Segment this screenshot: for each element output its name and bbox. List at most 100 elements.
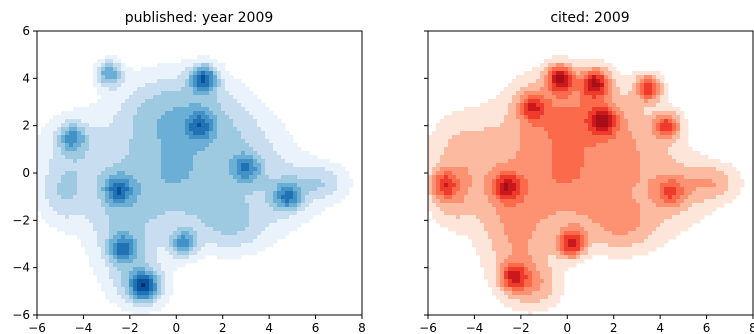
density-cell (456, 119, 461, 124)
density-cell (560, 83, 565, 88)
density-cell (85, 195, 90, 200)
density-cell (117, 119, 122, 124)
density-cell (221, 67, 226, 72)
density-cell (45, 131, 50, 136)
density-cell (652, 115, 657, 120)
density-cell (532, 171, 537, 176)
density-cell (149, 111, 154, 116)
density-cell (117, 255, 122, 260)
density-cell (576, 99, 581, 104)
density-cell (101, 143, 106, 148)
density-cell (37, 163, 42, 168)
density-cell (117, 191, 122, 196)
density-cell (484, 183, 489, 188)
density-cell (133, 235, 138, 240)
density-cell (241, 247, 246, 252)
density-cell (141, 287, 146, 292)
density-cell (532, 95, 537, 100)
density-cell (165, 183, 170, 188)
density-cell (193, 67, 198, 72)
density-cell (45, 171, 50, 176)
density-cell (213, 187, 218, 192)
density-cell (600, 175, 605, 180)
density-cell (265, 227, 270, 232)
density-cell (149, 215, 154, 220)
density-cell (173, 255, 178, 260)
density-cell (169, 279, 174, 284)
density-cell (69, 111, 74, 116)
density-cell (468, 179, 473, 184)
density-cell (137, 263, 142, 268)
density-cell (484, 111, 489, 116)
density-cell (185, 115, 190, 120)
density-cell (588, 111, 593, 116)
density-cell (237, 179, 242, 184)
density-cell (113, 151, 118, 156)
density-cell (185, 127, 190, 132)
density-cell (249, 215, 254, 220)
density-cell (261, 235, 266, 240)
density-cell (668, 175, 673, 180)
density-cell (512, 167, 517, 172)
density-cell (604, 163, 609, 168)
density-cell (636, 79, 641, 84)
density-cell (145, 159, 150, 164)
density-cell (85, 227, 90, 232)
density-cell (512, 99, 517, 104)
density-cell (556, 179, 561, 184)
density-cell (81, 227, 86, 232)
density-cell (157, 215, 162, 220)
density-cell (448, 135, 453, 140)
density-cell (556, 151, 561, 156)
density-cell (688, 175, 693, 180)
density-cell (73, 139, 78, 144)
density-cell (189, 219, 194, 224)
density-cell (133, 211, 138, 216)
density-cell (325, 195, 330, 200)
density-cell (297, 223, 302, 228)
density-cell (732, 167, 737, 172)
density-cell (157, 99, 162, 104)
density-cell (113, 267, 118, 272)
density-cell (321, 183, 326, 188)
density-cell (576, 139, 581, 144)
density-cell (644, 119, 649, 124)
density-cell (109, 275, 114, 280)
density-cell (105, 79, 110, 84)
density-cell (472, 115, 477, 120)
density-cell (289, 199, 294, 204)
y-tick-label: −6 (12, 308, 30, 322)
density-cell (261, 155, 266, 160)
density-cell (656, 79, 661, 84)
density-cell (532, 83, 537, 88)
density-cell (604, 175, 609, 180)
density-cell (297, 211, 302, 216)
density-cell (165, 255, 170, 260)
density-cell (540, 107, 545, 112)
density-cell (133, 275, 138, 280)
density-cell (548, 183, 553, 188)
density-cell (257, 163, 262, 168)
density-cell (664, 83, 669, 88)
density-cell (113, 291, 118, 296)
density-cell (648, 111, 653, 116)
density-cell (185, 211, 190, 216)
density-cell (596, 151, 601, 156)
density-cell (81, 127, 86, 132)
density-cell (149, 303, 154, 308)
density-cell (345, 183, 350, 188)
density-cell (145, 215, 150, 220)
density-cell (233, 175, 238, 180)
density-cell (229, 139, 234, 144)
density-cell (37, 147, 42, 152)
density-cell (169, 239, 174, 244)
density-cell (249, 239, 254, 244)
density-cell (588, 79, 593, 84)
density-cell (241, 119, 246, 124)
density-cell (468, 163, 473, 168)
density-cell (205, 127, 210, 132)
density-cell (644, 179, 649, 184)
density-cell (125, 151, 130, 156)
density-cell (265, 127, 270, 132)
density-cell (480, 187, 485, 192)
